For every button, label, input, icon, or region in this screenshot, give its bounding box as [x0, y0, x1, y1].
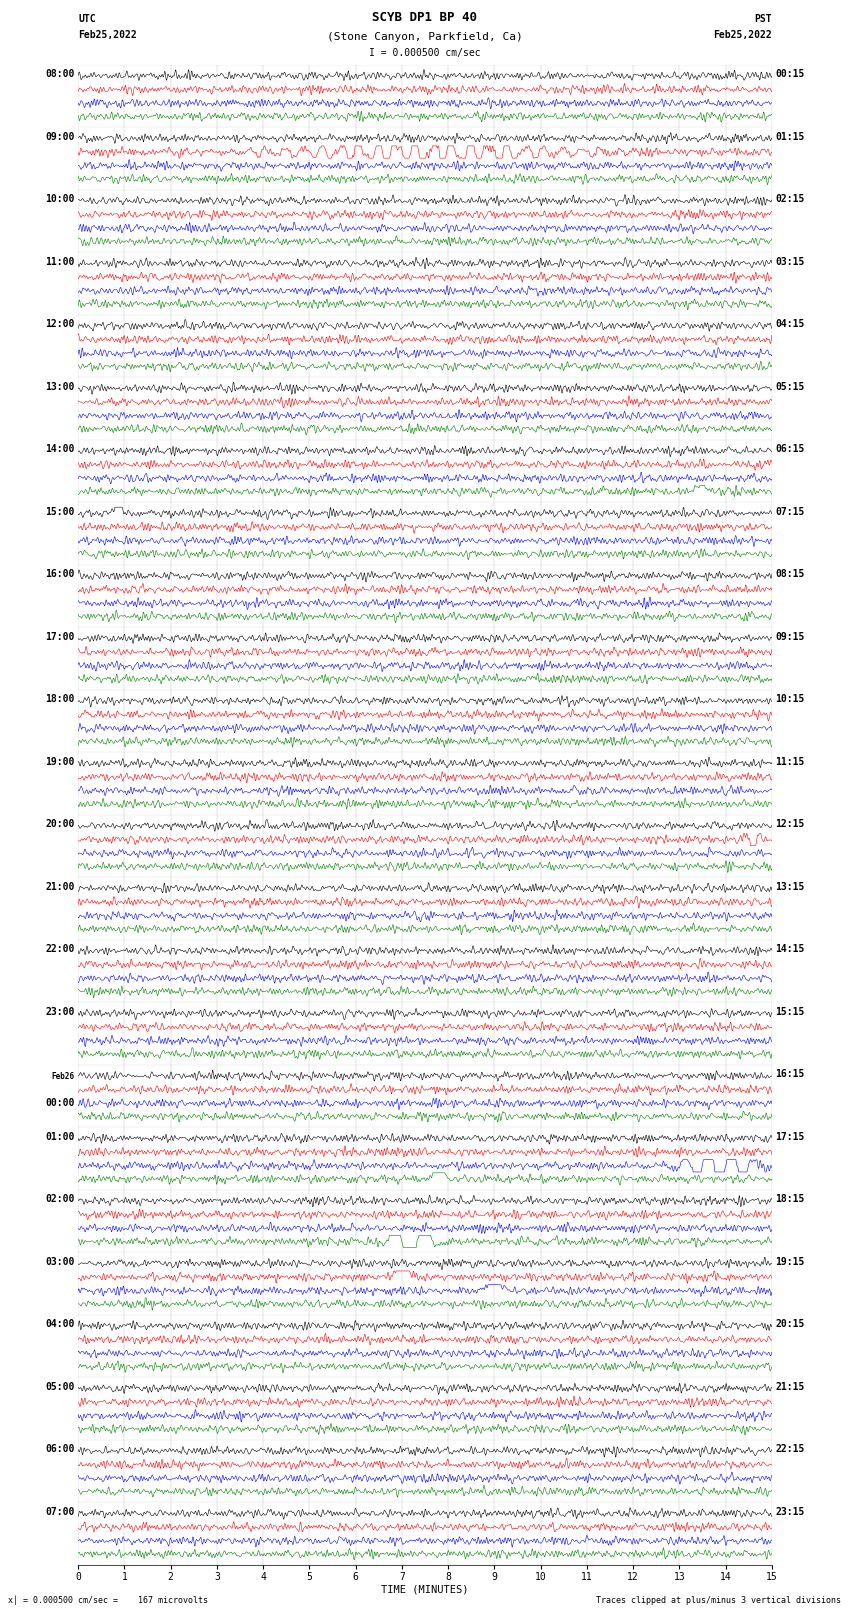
Text: 03:15: 03:15 — [775, 256, 805, 266]
Text: Feb25,2022: Feb25,2022 — [78, 31, 137, 40]
Text: UTC: UTC — [78, 15, 96, 24]
Text: Feb25,2022: Feb25,2022 — [713, 31, 772, 40]
Text: 13:00: 13:00 — [45, 382, 75, 392]
Text: 00:15: 00:15 — [775, 69, 805, 79]
Text: 11:00: 11:00 — [45, 256, 75, 266]
Text: 21:15: 21:15 — [775, 1382, 805, 1392]
Text: 14:15: 14:15 — [775, 944, 805, 953]
Text: 05:00: 05:00 — [45, 1382, 75, 1392]
Text: 09:00: 09:00 — [45, 132, 75, 142]
Text: 15:15: 15:15 — [775, 1007, 805, 1016]
Text: 12:15: 12:15 — [775, 819, 805, 829]
Text: x│ = 0.000500 cm/sec =    167 microvolts: x│ = 0.000500 cm/sec = 167 microvolts — [8, 1595, 208, 1605]
Text: 03:00: 03:00 — [45, 1257, 75, 1266]
Text: 10:00: 10:00 — [45, 194, 75, 203]
Text: Traces clipped at plus/minus 3 vertical divisions: Traces clipped at plus/minus 3 vertical … — [597, 1595, 842, 1605]
Text: 04:00: 04:00 — [45, 1319, 75, 1329]
Text: 19:15: 19:15 — [775, 1257, 805, 1266]
Text: 00:00: 00:00 — [45, 1097, 75, 1108]
Text: 04:15: 04:15 — [775, 319, 805, 329]
Text: 08:15: 08:15 — [775, 569, 805, 579]
Text: 21:00: 21:00 — [45, 882, 75, 892]
Text: 07:00: 07:00 — [45, 1507, 75, 1516]
Text: 16:00: 16:00 — [45, 569, 75, 579]
Text: 01:15: 01:15 — [775, 132, 805, 142]
Text: 11:15: 11:15 — [775, 756, 805, 766]
Text: 14:00: 14:00 — [45, 444, 75, 453]
Text: 05:15: 05:15 — [775, 382, 805, 392]
Text: 06:00: 06:00 — [45, 1444, 75, 1453]
Text: 01:00: 01:00 — [45, 1132, 75, 1142]
Text: SCYB DP1 BP 40: SCYB DP1 BP 40 — [372, 11, 478, 24]
Text: (Stone Canyon, Parkfield, Ca): (Stone Canyon, Parkfield, Ca) — [327, 32, 523, 42]
Text: PST: PST — [754, 15, 772, 24]
Text: 19:00: 19:00 — [45, 756, 75, 766]
Text: 02:15: 02:15 — [775, 194, 805, 203]
Text: 07:15: 07:15 — [775, 506, 805, 516]
Text: 17:15: 17:15 — [775, 1132, 805, 1142]
Text: 23:15: 23:15 — [775, 1507, 805, 1516]
Text: 17:00: 17:00 — [45, 632, 75, 642]
Text: 20:15: 20:15 — [775, 1319, 805, 1329]
Text: Feb26: Feb26 — [52, 1073, 75, 1081]
Text: 09:15: 09:15 — [775, 632, 805, 642]
Text: 08:00: 08:00 — [45, 69, 75, 79]
Text: 23:00: 23:00 — [45, 1007, 75, 1016]
Text: 13:15: 13:15 — [775, 882, 805, 892]
Text: 12:00: 12:00 — [45, 319, 75, 329]
Text: I = 0.000500 cm/sec: I = 0.000500 cm/sec — [369, 48, 481, 58]
Text: 18:00: 18:00 — [45, 694, 75, 703]
Text: 22:15: 22:15 — [775, 1444, 805, 1453]
Text: 22:00: 22:00 — [45, 944, 75, 953]
Text: 20:00: 20:00 — [45, 819, 75, 829]
Text: 06:15: 06:15 — [775, 444, 805, 453]
Text: 18:15: 18:15 — [775, 1194, 805, 1203]
X-axis label: TIME (MINUTES): TIME (MINUTES) — [382, 1584, 468, 1594]
Text: 16:15: 16:15 — [775, 1069, 805, 1079]
Text: 15:00: 15:00 — [45, 506, 75, 516]
Text: 10:15: 10:15 — [775, 694, 805, 703]
Text: 02:00: 02:00 — [45, 1194, 75, 1203]
